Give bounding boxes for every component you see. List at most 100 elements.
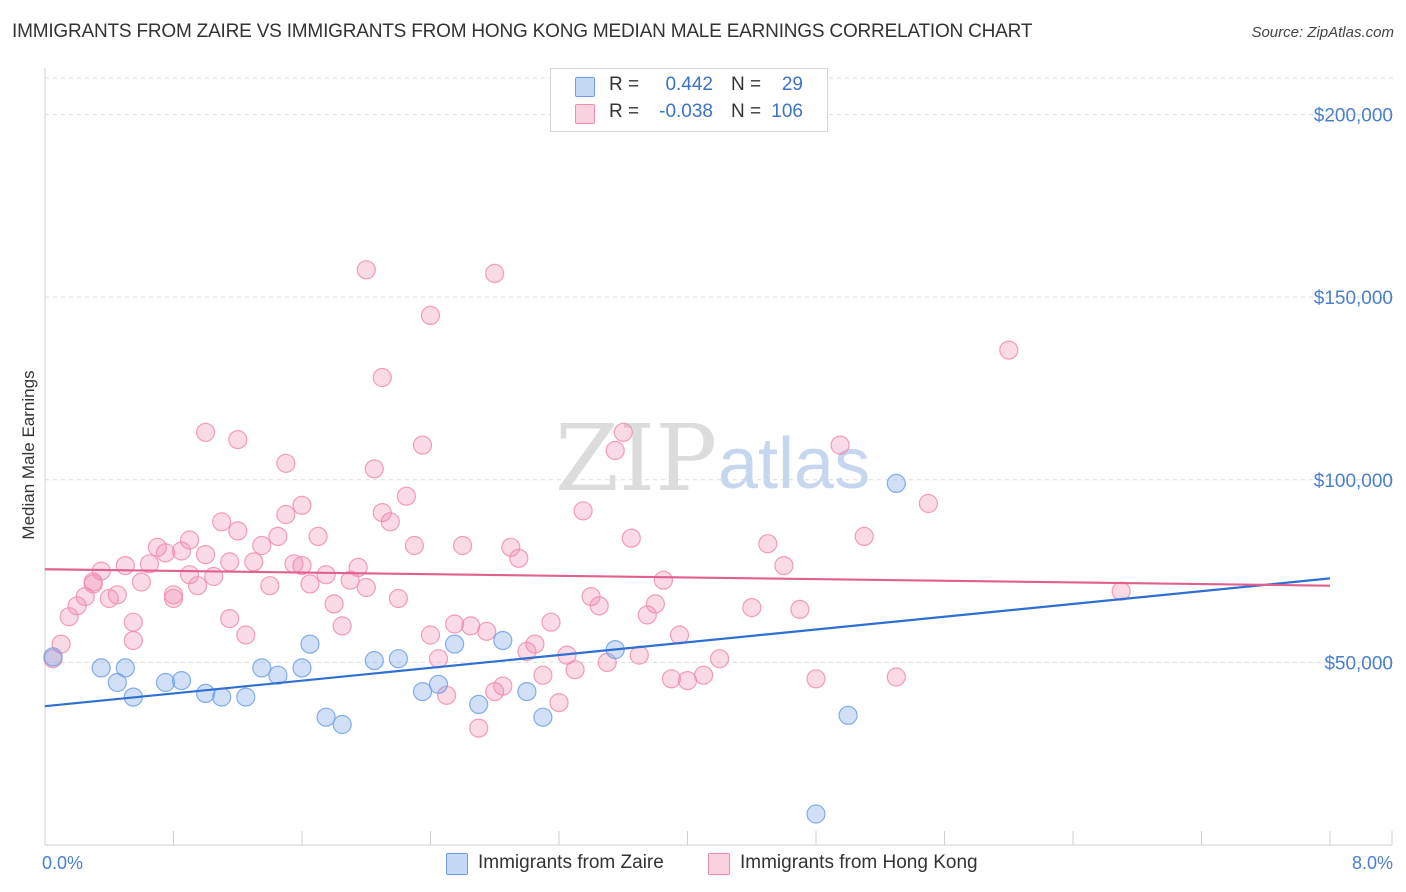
point-hong-kong <box>637 605 657 625</box>
point-zaire <box>806 804 826 824</box>
r-label: R = <box>609 74 640 95</box>
point-hong-kong <box>437 685 457 705</box>
point-zaire <box>236 687 256 707</box>
point-hong-kong <box>453 535 473 556</box>
x-tick-label: 0.0% <box>42 853 83 873</box>
watermark-atlas: atlas <box>718 424 870 504</box>
point-zaire <box>428 674 449 694</box>
point-hong-kong <box>83 572 103 592</box>
legend-swatch-zaire <box>446 853 468 875</box>
series-legend: Immigrants from Zaire Immigrants from Ho… <box>0 852 1406 878</box>
point-hong-kong <box>155 543 176 563</box>
point-hong-kong <box>589 596 609 616</box>
point-hong-kong <box>252 535 272 556</box>
point-hong-kong <box>220 608 240 629</box>
point-hong-kong <box>541 612 561 632</box>
point-hong-kong <box>292 495 312 515</box>
point-hong-kong <box>171 541 192 561</box>
y-axis-label: Median Male Earnings <box>19 370 38 539</box>
point-zaire <box>171 670 192 691</box>
point-hong-kong <box>412 435 433 455</box>
point-hong-kong <box>59 607 79 627</box>
point-hong-kong <box>999 340 1019 360</box>
point-hong-kong <box>461 616 481 636</box>
point-hong-kong <box>107 585 127 605</box>
point-hong-kong <box>268 526 288 547</box>
point-hong-kong <box>493 676 513 696</box>
point-hong-kong <box>260 576 280 596</box>
point-hong-kong <box>669 625 690 645</box>
point-zaire <box>445 634 465 654</box>
point-hong-kong <box>549 692 569 713</box>
point-hong-kong <box>918 493 939 514</box>
point-hong-kong <box>573 501 593 521</box>
point-hong-kong <box>188 576 208 596</box>
point-hong-kong <box>131 572 151 592</box>
r-label: R = <box>609 101 640 122</box>
point-hong-kong <box>501 537 521 557</box>
point-zaire <box>292 658 312 678</box>
point-zaire <box>469 694 489 715</box>
point-hong-kong <box>212 512 232 532</box>
n-value: 29 <box>781 74 803 95</box>
data-points <box>43 260 1131 824</box>
point-hong-kong <box>115 555 135 576</box>
point-zaire <box>155 672 176 693</box>
point-hong-kong <box>139 554 159 574</box>
point-hong-kong <box>645 594 666 614</box>
point-zaire <box>886 473 906 493</box>
point-hong-kong <box>485 263 505 283</box>
point-zaire <box>252 658 272 678</box>
point-hong-kong <box>292 555 312 576</box>
point-hong-kong <box>613 422 633 442</box>
point-hong-kong <box>404 535 424 556</box>
point-zaire <box>115 658 135 678</box>
point-hong-kong <box>348 557 368 578</box>
point-hong-kong <box>653 570 674 590</box>
point-hong-kong <box>308 526 328 547</box>
point-hong-kong <box>372 367 392 388</box>
point-hong-kong <box>509 548 529 568</box>
watermark-zip: ZIP <box>555 405 717 512</box>
point-hong-kong <box>693 665 714 685</box>
point-hong-kong <box>300 574 320 594</box>
point-hong-kong <box>469 718 489 738</box>
y-tick-label: $50,000 <box>1324 653 1393 674</box>
n-value: 106 <box>771 101 803 122</box>
point-hong-kong <box>396 486 416 506</box>
x-tick-label: 8.0% <box>1352 853 1393 873</box>
trend-line-hong-kong <box>44 568 1331 587</box>
point-hong-kong <box>388 588 408 609</box>
point-hong-kong <box>276 453 296 473</box>
point-hong-kong <box>180 530 200 550</box>
point-zaire <box>212 687 232 707</box>
legend-label-zaire: Immigrants from Zaire <box>478 852 664 873</box>
n-label: N = <box>731 74 762 95</box>
watermark: ZIP atlas <box>555 405 870 512</box>
r-value: 0.442 <box>665 74 713 95</box>
y-tick-label: $200,000 <box>1314 106 1393 127</box>
point-hong-kong <box>621 528 641 548</box>
point-hong-kong <box>356 260 376 280</box>
y-tick-label: $150,000 <box>1314 288 1393 309</box>
legend-swatch-zaire <box>575 77 595 97</box>
point-zaire <box>517 681 537 702</box>
point-hong-kong <box>356 577 376 598</box>
point-zaire <box>196 683 216 704</box>
point-hong-kong <box>709 649 730 669</box>
point-hong-kong <box>204 566 224 587</box>
point-zaire <box>268 665 288 685</box>
point-zaire <box>91 658 111 678</box>
tick-labels: $50,000 $100,000 $150,000 $200,000 0.0% 8.0% <box>42 106 1393 873</box>
point-hong-kong <box>790 599 810 620</box>
point-hong-kong <box>533 665 553 685</box>
point-hong-kong <box>420 625 441 645</box>
point-zaire <box>43 647 63 667</box>
point-hong-kong <box>123 612 143 632</box>
chart-title: IMMIGRANTS FROM ZAIRE VS IMMIGRANTS FROM… <box>12 21 1033 42</box>
point-hong-kong <box>236 625 256 645</box>
axes <box>44 68 1393 846</box>
point-hong-kong <box>830 435 850 455</box>
point-hong-kong <box>324 594 344 614</box>
